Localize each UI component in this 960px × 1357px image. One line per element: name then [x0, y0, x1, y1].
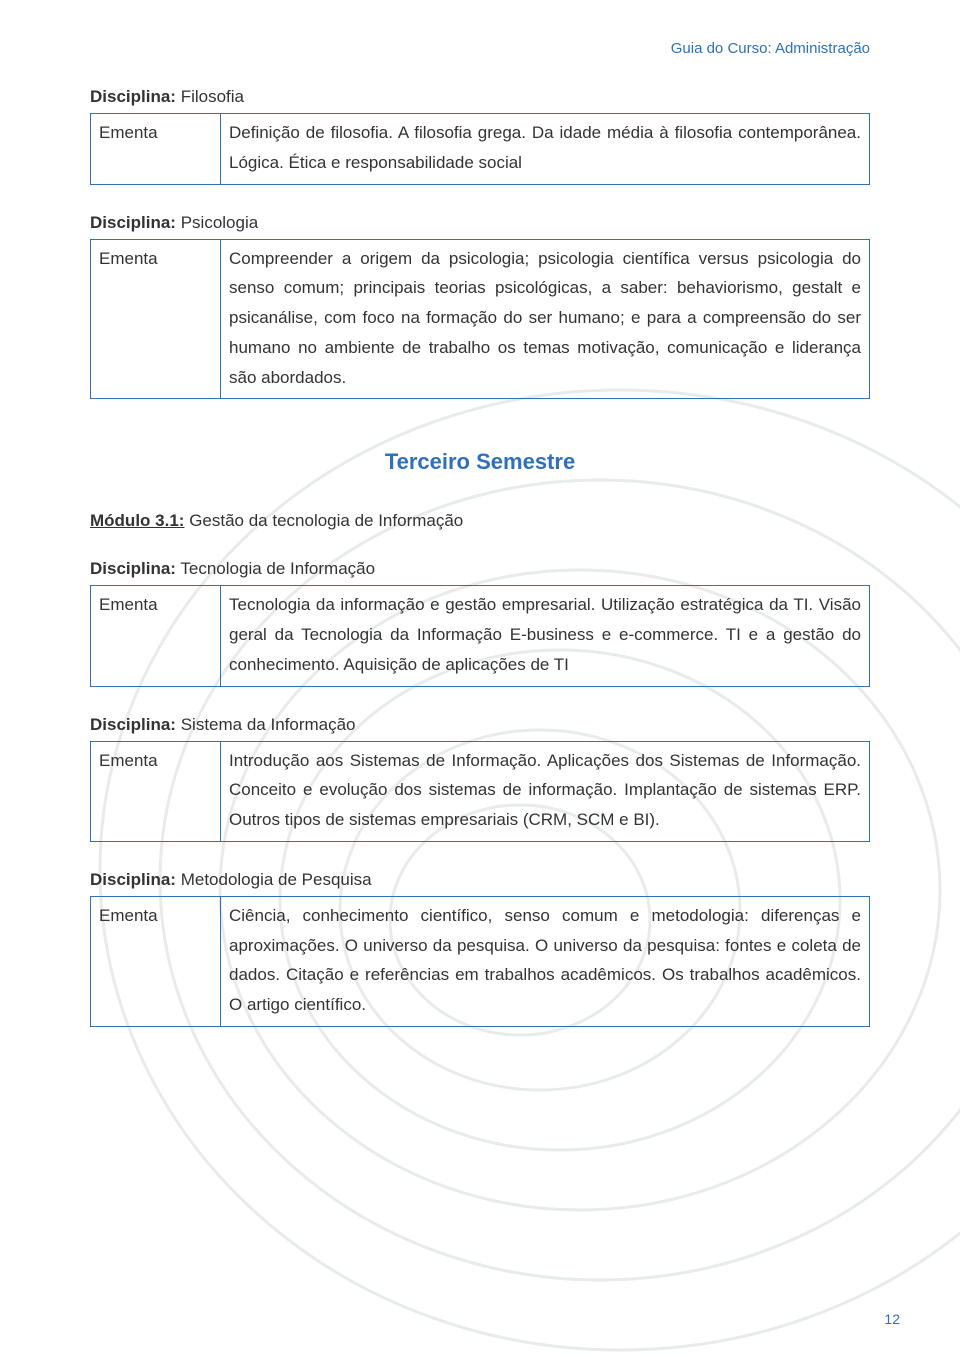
page: Guia do Curso: Administração Disciplina:… [0, 0, 960, 1357]
ementa-table: Ementa Definição de filosofia. A filosof… [90, 113, 870, 185]
discipline-name: Metodologia de Pesquisa [181, 870, 372, 889]
discipline-title: Disciplina: Metodologia de Pesquisa [90, 870, 870, 890]
discipline-block: Disciplina: Sistema da Informação Ementa… [90, 715, 870, 842]
discipline-prefix: Disciplina: [90, 715, 176, 734]
ementa-table: Ementa Ciência, conhecimento científico,… [90, 896, 870, 1027]
ementa-label: Ementa [91, 741, 221, 841]
discipline-prefix: Disciplina: [90, 87, 176, 106]
ementa-desc: Compreender a origem da psicologia; psic… [221, 239, 870, 399]
discipline-name: Filosofia [181, 87, 244, 106]
ementa-table: Ementa Introdução aos Sistemas de Inform… [90, 741, 870, 842]
discipline-name: Psicologia [181, 213, 259, 232]
discipline-name: Tecnologia de Informação [180, 559, 375, 578]
header-line: Guia do Curso: Administração [90, 40, 870, 57]
ementa-label: Ementa [91, 239, 221, 399]
discipline-title: Disciplina: Psicologia [90, 213, 870, 233]
section-heading: Terceiro Semestre [90, 449, 870, 475]
ementa-table: Ementa Tecnologia da informação e gestão… [90, 585, 870, 686]
discipline-prefix: Disciplina: [90, 870, 176, 889]
ementa-label: Ementa [91, 586, 221, 686]
content: Guia do Curso: Administração Disciplina:… [90, 40, 870, 1027]
ementa-label: Ementa [91, 114, 221, 185]
ementa-desc: Tecnologia da informação e gestão empres… [221, 586, 870, 686]
module-line: Módulo 3.1: Gestão da tecnologia de Info… [90, 511, 870, 531]
ementa-desc: Definição de filosofia. A filosofia greg… [221, 114, 870, 185]
discipline-block: Disciplina: Psicologia Ementa Compreende… [90, 213, 870, 400]
discipline-title: Disciplina: Filosofia [90, 87, 870, 107]
discipline-block: Disciplina: Tecnologia de Informação Eme… [90, 559, 870, 686]
ementa-label: Ementa [91, 896, 221, 1026]
discipline-block: Disciplina: Metodologia de Pesquisa Emen… [90, 870, 870, 1027]
discipline-name: Sistema da Informação [181, 715, 356, 734]
discipline-title: Disciplina: Sistema da Informação [90, 715, 870, 735]
module-label: Módulo 3.1: [90, 511, 184, 530]
discipline-title: Disciplina: Tecnologia de Informação [90, 559, 870, 579]
discipline-prefix: Disciplina: [90, 213, 176, 232]
page-number: 12 [884, 1311, 900, 1327]
ementa-table: Ementa Compreender a origem da psicologi… [90, 239, 870, 400]
discipline-prefix: Disciplina: [90, 559, 176, 578]
ementa-desc: Introdução aos Sistemas de Informação. A… [221, 741, 870, 841]
module-text: Gestão da tecnologia de Informação [189, 511, 463, 530]
ementa-desc: Ciência, conhecimento científico, senso … [221, 896, 870, 1026]
discipline-block: Disciplina: Filosofia Ementa Definição d… [90, 87, 870, 185]
